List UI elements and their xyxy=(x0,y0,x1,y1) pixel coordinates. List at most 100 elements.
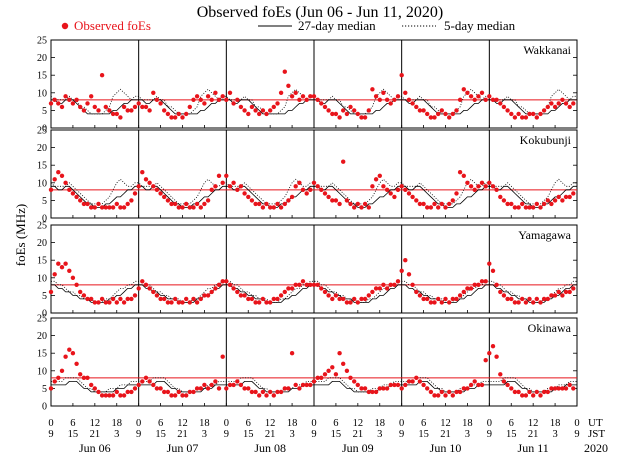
observed-point xyxy=(308,282,313,287)
observed-point xyxy=(330,365,335,370)
observed-point xyxy=(136,101,141,106)
observed-point xyxy=(180,300,185,305)
median27-line xyxy=(51,99,577,115)
observed-point xyxy=(520,393,525,398)
observed-point xyxy=(289,351,295,356)
observed-point xyxy=(300,279,306,284)
observed-point xyxy=(366,389,371,395)
observed-point xyxy=(235,379,240,384)
jst-axis-label: JST xyxy=(588,428,605,440)
panel-okinawa: 0 5 10 15 20 25 Okinawa xyxy=(37,314,578,413)
observed-point xyxy=(129,296,134,302)
observed-point xyxy=(457,170,463,175)
observed-point xyxy=(187,300,192,305)
observed-point xyxy=(121,205,127,210)
observed-point xyxy=(541,108,547,113)
observed-point xyxy=(538,393,543,398)
ut-tick-label: 18 xyxy=(112,418,123,429)
observed-point xyxy=(425,296,430,302)
observed-point xyxy=(410,194,415,200)
observed-point xyxy=(311,94,317,99)
observed-point xyxy=(556,194,561,200)
observed-point xyxy=(289,194,295,200)
observed-point xyxy=(194,201,200,207)
observed-point xyxy=(428,389,434,395)
observed-point xyxy=(304,382,309,388)
observed-point xyxy=(271,393,276,398)
observed-point xyxy=(406,379,412,384)
observed-point xyxy=(187,104,192,110)
observed-point xyxy=(571,191,576,196)
observed-point xyxy=(421,201,426,207)
ut-tick-label: 0 xyxy=(224,418,229,429)
observed-point xyxy=(461,87,466,92)
observed-point xyxy=(278,293,284,298)
observed-point xyxy=(162,108,167,113)
observed-point xyxy=(180,393,185,398)
observed-point xyxy=(246,296,251,302)
observed-point xyxy=(110,111,116,117)
observed-point xyxy=(187,205,192,210)
observed-point xyxy=(516,111,521,117)
observed-point xyxy=(96,300,101,305)
observed-point xyxy=(439,389,444,395)
observed-point xyxy=(326,293,331,298)
observed-point xyxy=(483,97,488,103)
observed-point xyxy=(300,187,306,192)
observed-point xyxy=(341,159,346,164)
y-tick-label: 15 xyxy=(37,161,47,172)
observed-point xyxy=(315,282,320,287)
observed-point xyxy=(216,97,222,103)
observed-point xyxy=(48,289,54,295)
observed-point xyxy=(450,198,455,203)
observed-point xyxy=(118,115,123,120)
jst-tick-label: 21 xyxy=(90,429,101,440)
observed-point xyxy=(399,268,404,273)
observed-point xyxy=(563,289,569,295)
observed-point xyxy=(297,97,302,103)
y-tick-label: 0 xyxy=(42,214,47,225)
observed-point xyxy=(63,180,68,185)
observed-point xyxy=(344,300,350,305)
jst-tick-label: 21 xyxy=(528,429,539,440)
observed-point xyxy=(414,198,419,203)
observed-point xyxy=(567,382,572,388)
observed-point xyxy=(238,184,244,189)
observed-point xyxy=(447,300,452,305)
ut-tick-label: 0 xyxy=(136,418,141,429)
y-axis-label: foEs (MHz) xyxy=(13,204,28,266)
observed-point xyxy=(176,300,181,305)
observed-point xyxy=(202,101,207,106)
observed-point xyxy=(348,104,353,110)
observed-point xyxy=(238,382,244,388)
observed-point xyxy=(99,296,105,302)
observed-point xyxy=(121,300,127,305)
observed-point xyxy=(110,205,116,210)
observed-point xyxy=(373,389,379,395)
observed-point xyxy=(52,177,57,182)
observed-point xyxy=(501,293,507,298)
y-tick-label: 25 xyxy=(37,36,47,47)
ut-tick-label: 18 xyxy=(287,418,298,429)
observed-point xyxy=(344,198,350,203)
observed-point xyxy=(304,191,309,196)
observed-point xyxy=(264,393,269,398)
observed-point xyxy=(209,97,214,103)
observed-point xyxy=(315,375,320,380)
observed-point xyxy=(443,205,448,210)
observed-point xyxy=(490,97,496,103)
observed-point xyxy=(355,111,360,117)
observed-point xyxy=(125,296,130,302)
observed-point xyxy=(169,300,174,305)
observed-point xyxy=(125,201,130,207)
ut-tick-label: 12 xyxy=(177,418,188,429)
observed-point xyxy=(454,389,459,395)
observed-point xyxy=(457,97,463,103)
observed-point xyxy=(52,272,57,277)
observed-point xyxy=(563,386,569,391)
observed-point xyxy=(59,265,65,270)
observed-point xyxy=(85,296,90,302)
observed-point xyxy=(235,289,240,295)
observed-point xyxy=(114,300,120,305)
